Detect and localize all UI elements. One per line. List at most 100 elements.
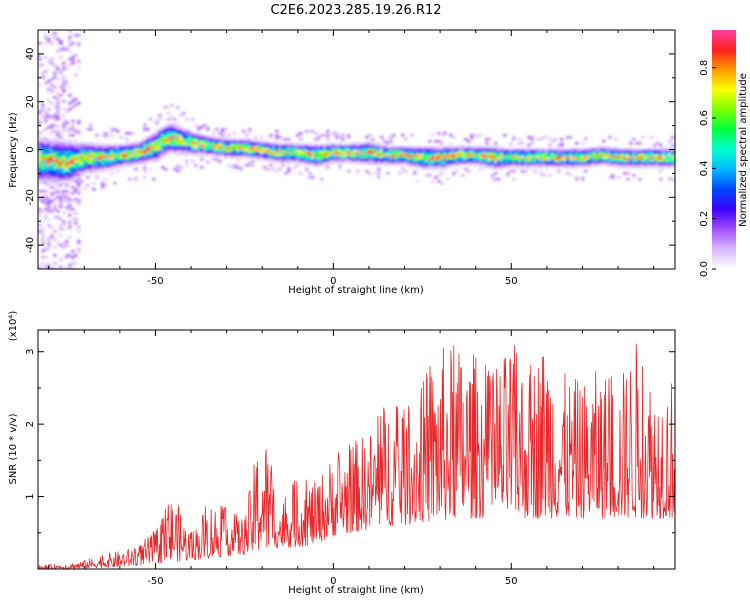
heatmap-cell	[41, 144, 45, 147]
heatmap-cell	[272, 154, 276, 157]
heatmap-cell	[38, 168, 42, 171]
heatmap-cell	[50, 154, 54, 157]
heatmap-cell	[479, 158, 483, 161]
heatmap-cell	[299, 172, 303, 175]
heatmap-cell	[92, 150, 96, 153]
heatmap-cell	[368, 140, 372, 143]
heatmap-cell	[407, 148, 411, 151]
heatmap-cell	[353, 150, 357, 153]
heatmap-cell	[134, 150, 138, 153]
heatmap-cell	[551, 164, 555, 167]
heatmap-cell	[311, 160, 315, 163]
heatmap-cell	[95, 160, 99, 163]
heatmap-cell	[578, 152, 582, 155]
heatmap-cell	[68, 264, 72, 267]
heatmap-cell	[179, 168, 183, 171]
heatmap-cell	[56, 98, 60, 101]
heatmap-cell	[647, 164, 651, 167]
heatmap-cell	[212, 148, 216, 151]
heatmap-cell	[404, 150, 408, 153]
heatmap-cell	[359, 158, 363, 161]
heatmap-cell	[68, 108, 72, 111]
heatmap-cell	[308, 172, 312, 175]
heatmap-cell	[419, 158, 423, 161]
heatmap-cell	[455, 152, 459, 155]
heatmap-cell	[236, 138, 240, 141]
heatmap-cell	[503, 166, 507, 169]
heatmap-cell	[278, 156, 282, 159]
heatmap-cell	[191, 134, 195, 137]
heatmap-cell	[440, 172, 444, 175]
heatmap-cell	[65, 148, 69, 151]
heatmap-cell	[269, 160, 273, 163]
heatmap-cell	[47, 154, 51, 157]
heatmap-cell	[518, 156, 522, 159]
heatmap-cell	[182, 144, 186, 147]
heatmap-cell	[218, 132, 222, 135]
heatmap-cell	[173, 144, 177, 147]
heatmap-cell	[503, 156, 507, 159]
heatmap-cell	[296, 160, 300, 163]
heatmap-cell	[233, 144, 237, 147]
heatmap-cell	[509, 162, 513, 165]
heatmap-cell	[398, 152, 402, 155]
heatmap-cell	[635, 148, 639, 151]
heatmap-cell	[41, 248, 45, 251]
heatmap-cell	[563, 166, 567, 169]
spectrogram-y-tick-label: -40	[25, 237, 36, 253]
heatmap-cell	[155, 140, 159, 143]
heatmap-cell	[521, 164, 525, 167]
heatmap-cell	[71, 166, 75, 169]
heatmap-cell	[551, 158, 555, 161]
heatmap-cell	[248, 150, 252, 153]
heatmap-cell	[314, 150, 318, 153]
heatmap-cell	[554, 164, 558, 167]
heatmap-cell	[518, 152, 522, 155]
heatmap-cell	[41, 262, 45, 265]
heatmap-cell	[620, 160, 624, 163]
heatmap-cell	[395, 164, 399, 167]
heatmap-cell	[113, 144, 117, 147]
heatmap-cell	[167, 136, 171, 139]
heatmap-cell	[449, 162, 453, 165]
heatmap-cell	[590, 148, 594, 151]
heatmap-cell	[647, 162, 651, 165]
heatmap-cell	[236, 154, 240, 157]
heatmap-cell	[41, 256, 45, 259]
heatmap-cell	[479, 150, 483, 153]
heatmap-cell	[173, 140, 177, 143]
heatmap-cell	[83, 164, 87, 167]
heatmap-cell	[71, 192, 75, 195]
heatmap-cell	[188, 142, 192, 145]
heatmap-cell	[416, 146, 420, 149]
heatmap-cell	[389, 152, 393, 155]
heatmap-cell	[53, 166, 57, 169]
heatmap-cell	[497, 150, 501, 153]
heatmap-cell	[119, 160, 123, 163]
heatmap-cell	[671, 160, 675, 163]
heatmap-cell	[50, 88, 54, 91]
heatmap-cell	[548, 154, 552, 157]
heatmap-cell	[209, 138, 213, 141]
heatmap-cell	[53, 118, 57, 121]
heatmap-cell	[131, 154, 135, 157]
heatmap-cell	[77, 150, 81, 153]
heatmap-cell	[644, 160, 648, 163]
heatmap-cell	[632, 164, 636, 167]
heatmap-cell	[95, 158, 99, 161]
heatmap-cell	[545, 158, 549, 161]
heatmap-cell	[74, 74, 78, 77]
heatmap-cell	[47, 108, 51, 111]
heatmap-cell	[155, 152, 159, 155]
heatmap-cell	[113, 128, 117, 131]
heatmap-cell	[59, 152, 63, 155]
heatmap-cell	[503, 160, 507, 163]
heatmap-cell	[146, 150, 150, 153]
heatmap-cell	[614, 138, 618, 141]
heatmap-cell	[275, 142, 279, 145]
heatmap-cell	[260, 136, 264, 139]
heatmap-cell	[53, 144, 57, 147]
heatmap-cell	[506, 162, 510, 165]
heatmap-cell	[635, 152, 639, 155]
